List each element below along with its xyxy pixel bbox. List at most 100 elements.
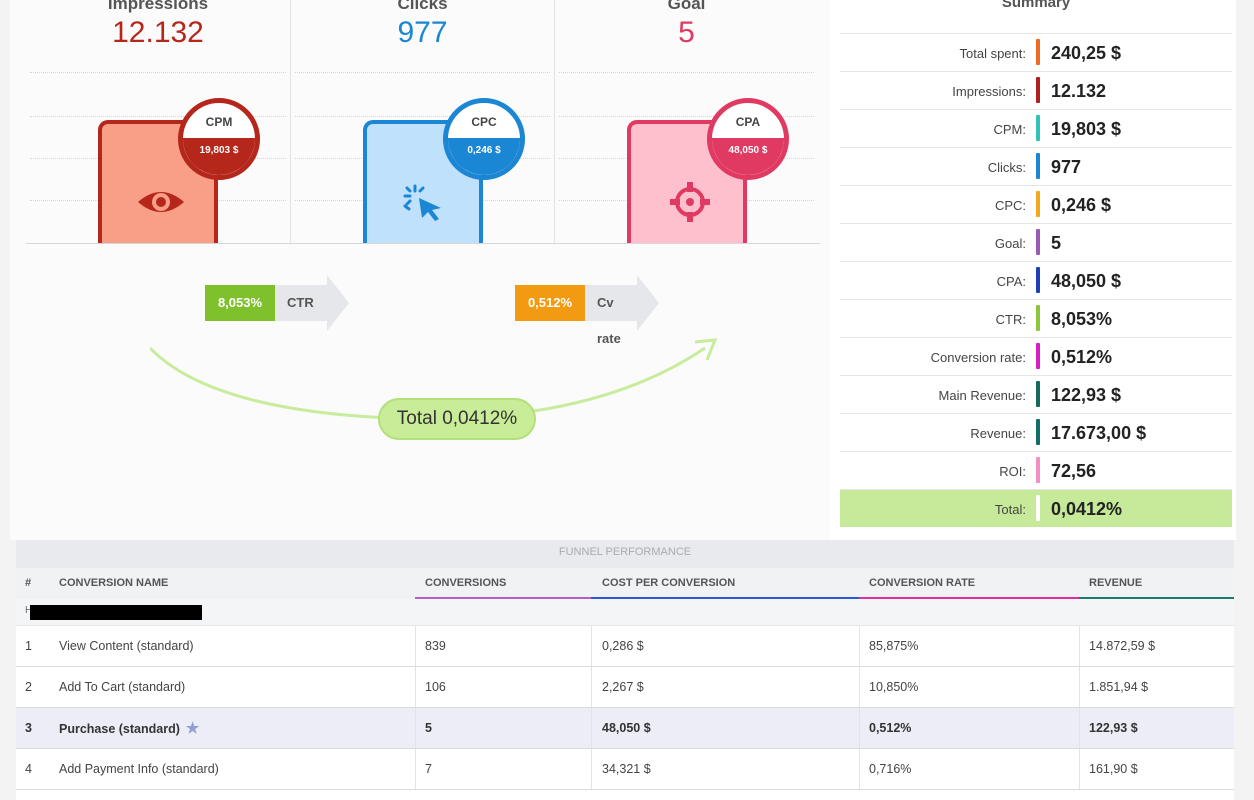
summary-label: Revenue:	[970, 426, 1026, 441]
summary-panel: Summary Total spent: 240,25 $ Impressions:…	[840, 0, 1232, 540]
eye-icon	[138, 192, 184, 212]
summary-label: CPC:	[994, 198, 1026, 213]
summary-color-bar	[1036, 305, 1040, 331]
cpm-badge: CPM 19,803 $	[178, 98, 260, 180]
metrics-panel: Impressions 12.132 CPM 19,803 $ Clicks 9…	[10, 0, 830, 540]
summary-color-bar	[1036, 115, 1040, 141]
summary-value: 977	[1051, 157, 1082, 177]
cost-per-conversion-value: 48,050 $	[602, 721, 651, 735]
metric-value: 977	[397, 16, 448, 49]
header-cost-per-conversion[interactable]: COST PER CONVERSION	[591, 568, 859, 599]
summary-row: CPA: 48,050 $	[840, 261, 1232, 299]
summary-value: 12.132	[1051, 81, 1107, 101]
cost-per-conversion-value: 2,267 $	[602, 680, 644, 694]
table-row[interactable]: 4 Add Payment Info (standard) 7 34,321 $ 0,7…	[16, 749, 1234, 790]
conversions-value: 5	[425, 721, 432, 735]
summary-label: Clicks:	[987, 160, 1026, 175]
metric-title: Clicks	[397, 0, 448, 13]
revenue-value: 1.851,94 $	[1089, 680, 1149, 694]
summary-value: 17.673,00 $	[1051, 423, 1147, 443]
summary-row: Impressions: 12.132	[840, 71, 1232, 109]
summary-value: 8,053%	[1051, 309, 1113, 329]
conversion-name: Add Payment Info (standard)	[59, 762, 219, 776]
cv-label: Cv rate	[597, 295, 621, 346]
summary-label: Impressions:	[952, 84, 1026, 99]
summary-color-bar	[1036, 153, 1040, 179]
table-row[interactable]: 3 Purchase (standard) ★ 5 48,050 $ 0,512% 122,…	[16, 708, 1234, 749]
star-icon[interactable]: ★	[185, 720, 200, 737]
summary-color-bar	[1036, 495, 1040, 521]
header-number[interactable]: #	[25, 577, 32, 589]
conversion-name: Add To Cart (standard)	[59, 680, 186, 694]
header-conversions[interactable]: CONVERSIONS	[415, 568, 591, 599]
summary-label: Conversion rate:	[930, 350, 1026, 365]
revenue-value: 122,93 $	[1089, 721, 1138, 735]
revenue-value: 14.872,59 $	[1089, 639, 1156, 653]
summary-row: CPC: 0,246 $	[840, 185, 1232, 223]
summary-value: 5	[1051, 233, 1062, 253]
crosshair-icon	[670, 182, 710, 222]
summary-color-bar	[1036, 457, 1040, 483]
cv-value: 0,512%	[515, 285, 585, 321]
row-number: 1	[25, 639, 32, 653]
conversion-rate-value: 0,512%	[869, 721, 912, 735]
summary-value: 0,246 $	[1051, 195, 1112, 215]
summary-label: Goal:	[994, 236, 1026, 251]
conversion-name: View Content (standard)	[59, 639, 194, 653]
summary-label: Total:	[994, 502, 1026, 517]
redacted-block	[30, 605, 202, 620]
summary-row: Conversion rate: 0,512%	[840, 337, 1232, 375]
summary-color-bar	[1036, 381, 1040, 407]
summary-value: 19,803 $	[1051, 119, 1122, 139]
summary-row: Total: 0,0412%	[840, 489, 1232, 527]
row-number: 3	[25, 721, 32, 735]
summary-value: 0,512%	[1051, 347, 1113, 367]
header-conversion-name[interactable]: CONVERSION NAME	[59, 577, 169, 589]
summary-label: Main Revenue:	[938, 388, 1026, 403]
table-title: FUNNEL PERFORMANCE	[16, 540, 1234, 568]
summary-title: Summary	[1001, 0, 1071, 11]
row-number: 2	[25, 680, 32, 694]
funnel-performance-table: FUNNEL PERFORMANCE # CONVERSION NAME CON…	[16, 540, 1234, 800]
summary-color-bar	[1036, 267, 1040, 293]
ctr-label: CTR	[287, 295, 314, 310]
conversion-name: Purchase (standard) ★	[59, 720, 200, 737]
table-row[interactable]: 1 View Content (standard) 839 0,286 $ 85,875…	[16, 626, 1234, 667]
summary-row: Clicks: 977	[840, 147, 1232, 185]
group-label: H	[25, 605, 33, 616]
summary-value: 72,56	[1051, 461, 1097, 481]
dashboard-top: Impressions 12.132 CPM 19,803 $ Clicks 9…	[10, 0, 1236, 540]
header-revenue[interactable]: REVENUE	[1079, 568, 1234, 599]
conversions-value: 839	[425, 639, 446, 653]
table-header: # CONVERSION NAME CONVERSIONS COST PER C…	[16, 568, 1234, 599]
summary-color-bar	[1036, 419, 1040, 445]
cost-per-conversion-value: 34,321 $	[602, 762, 651, 776]
conversion-rate-value: 0,716%	[869, 762, 912, 776]
summary-color-bar	[1036, 343, 1040, 369]
summary-row: Goal: 5	[840, 223, 1232, 261]
metric-impressions: Impressions 12.132 CPM 19,803 $	[26, 0, 290, 244]
metric-title: Impressions	[107, 0, 209, 13]
metric-clicks: Clicks 977 CPC 0,246 $	[290, 0, 554, 244]
metric-title: Goal	[667, 0, 706, 13]
metric-value: 12.132	[112, 16, 204, 49]
group-row[interactable]: H	[16, 599, 1234, 626]
cursor-click-icon	[403, 184, 441, 221]
summary-value: 122,93 $	[1051, 385, 1122, 405]
summary-label: CPA:	[996, 274, 1026, 289]
conversion-rate-value: 10,850%	[869, 680, 919, 694]
table-row[interactable]: 2 Add To Cart (standard) 106 2,267 $ 10,850%…	[16, 667, 1234, 708]
cost-per-conversion-value: 0,286 $	[602, 639, 644, 653]
metric-goal: Goal 5 CPA 48,050 $	[554, 0, 818, 244]
header-conversion-rate[interactable]: CONVERSION RATE	[859, 568, 1079, 599]
metric-value: 5	[678, 16, 695, 49]
summary-row: CPM: 19,803 $	[840, 109, 1232, 147]
summary-color-bar	[1036, 77, 1040, 103]
summary-value: 240,25 $	[1051, 43, 1122, 63]
summary-row: CTR: 8,053%	[840, 299, 1232, 337]
row-number: 4	[25, 762, 32, 776]
summary-color-bar	[1036, 191, 1040, 217]
summary-label: Total spent:	[959, 46, 1027, 61]
summary-color-bar	[1036, 39, 1040, 65]
summary-row: Main Revenue: 122,93 $	[840, 375, 1232, 413]
